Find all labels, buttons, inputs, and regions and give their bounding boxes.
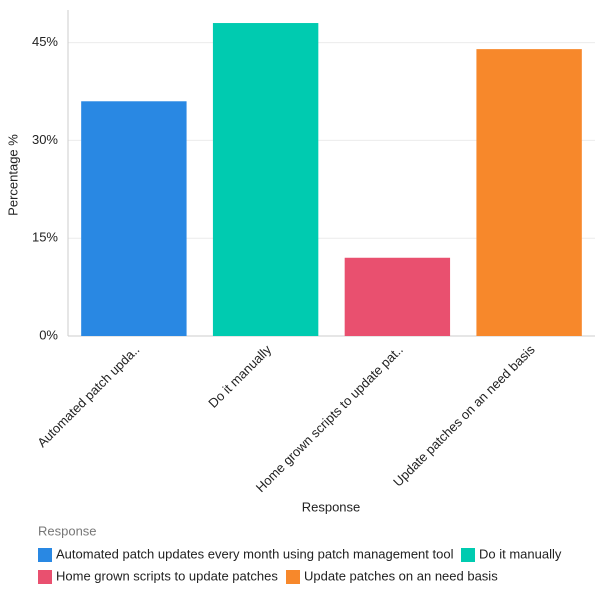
y-tick-label: 0% [39,327,58,342]
legend-swatch [38,548,52,562]
legend-label: Do it manually [479,546,562,561]
legend-label: Home grown scripts to update patches [56,568,278,583]
legend-label: Automated patch updates every month usin… [56,546,454,561]
y-tick-label: 15% [32,230,58,245]
bar [344,257,451,336]
bar [212,23,319,336]
legend-title: Response [38,523,97,538]
legend-swatch [286,570,300,584]
y-axis-title: Percentage % [5,134,20,216]
x-axis-title: Response [302,499,361,514]
y-tick-label: 30% [32,132,58,147]
x-tick-label: Home grown scripts to update pat.. [253,342,406,495]
legend-swatch [461,548,475,562]
bar [476,49,582,337]
bar [81,101,187,336]
x-tick-label: Update patches on an need basis [390,342,538,490]
x-tick-label: Do it manually [205,342,274,411]
x-tick-label: Automated patch upda.. [34,342,142,450]
legend-label: Update patches on an need basis [304,568,498,583]
y-tick-label: 45% [32,34,58,49]
legend-swatch [38,570,52,584]
